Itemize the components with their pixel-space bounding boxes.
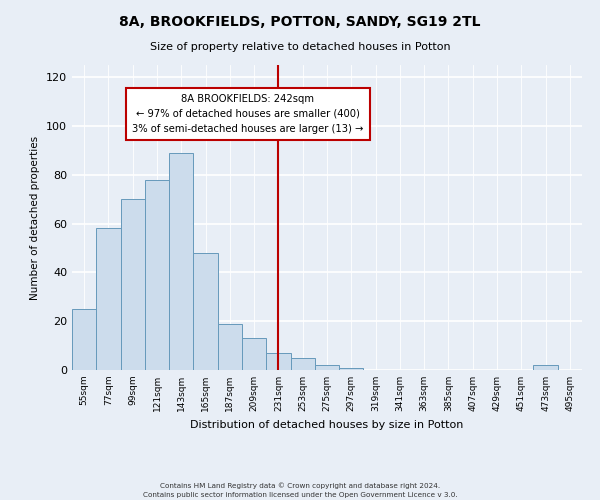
Text: Contains HM Land Registry data © Crown copyright and database right 2024.
Contai: Contains HM Land Registry data © Crown c… [143, 482, 457, 498]
Bar [218, 324, 242, 370]
Bar [169, 153, 193, 370]
Bar [315, 365, 339, 370]
Text: 8A, BROOKFIELDS, POTTON, SANDY, SG19 2TL: 8A, BROOKFIELDS, POTTON, SANDY, SG19 2TL [119, 15, 481, 29]
Bar [290, 358, 315, 370]
Bar [145, 180, 169, 370]
Bar [533, 365, 558, 370]
Y-axis label: Number of detached properties: Number of detached properties [31, 136, 40, 300]
Bar [193, 253, 218, 370]
Text: 8A BROOKFIELDS: 242sqm
← 97% of detached houses are smaller (400)
3% of semi-det: 8A BROOKFIELDS: 242sqm ← 97% of detached… [132, 94, 364, 134]
Bar [121, 199, 145, 370]
Bar [242, 338, 266, 370]
Bar [266, 353, 290, 370]
Bar [96, 228, 121, 370]
X-axis label: Distribution of detached houses by size in Potton: Distribution of detached houses by size … [190, 420, 464, 430]
Bar [72, 309, 96, 370]
Bar [339, 368, 364, 370]
Text: Size of property relative to detached houses in Potton: Size of property relative to detached ho… [149, 42, 451, 52]
